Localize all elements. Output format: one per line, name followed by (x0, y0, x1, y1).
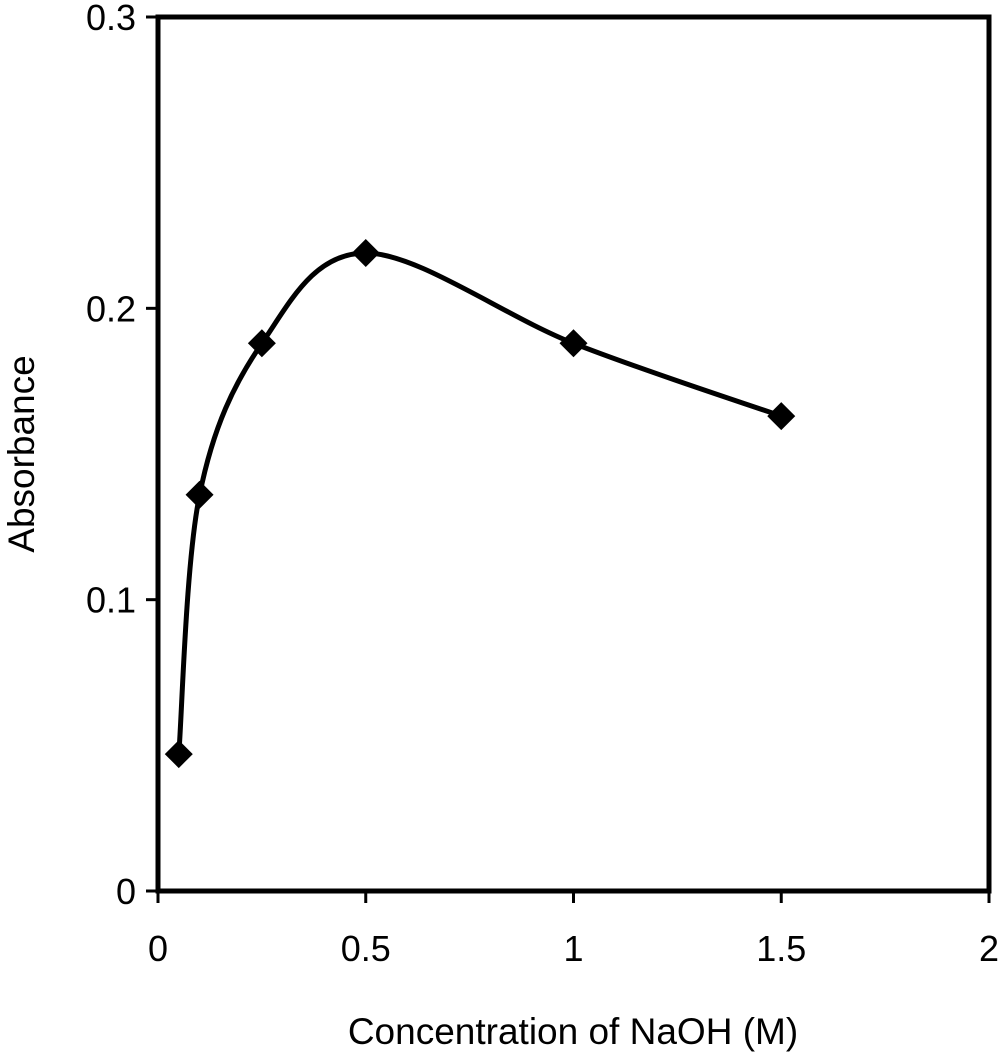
series-markers (164, 238, 796, 769)
x-tick-label: 0.5 (341, 928, 391, 969)
x-tick-label: 2 (979, 928, 999, 969)
x-tick-marks (156, 891, 991, 903)
data-point-marker (767, 402, 796, 431)
data-point-marker (185, 480, 214, 509)
data-point-marker (164, 740, 193, 769)
x-tick-label: 1.5 (756, 928, 806, 969)
data-point-marker (351, 238, 380, 267)
y-tick-marks (146, 15, 158, 893)
plot-frame (155, 14, 992, 894)
x-axis-title: Concentration of NaOH (M) (348, 1011, 798, 1052)
x-tick-label: 1 (563, 928, 583, 969)
x-tick-label: 0 (148, 928, 168, 969)
y-tick-label: 0.3 (86, 0, 136, 38)
y-tick-label: 0 (116, 871, 136, 912)
series-line (176, 250, 784, 757)
data-point-marker (559, 329, 588, 358)
data-point-marker (247, 329, 276, 358)
y-tick-label: 0.2 (86, 288, 136, 329)
y-tick-label: 0.1 (86, 580, 136, 621)
series-lines (176, 250, 784, 757)
y-tick-labels: 0 0.1 0.2 0.3 (86, 0, 136, 912)
y-axis-title: Absorbance (1, 355, 42, 552)
x-tick-labels: 0 0.5 1 1.5 2 (148, 928, 999, 969)
